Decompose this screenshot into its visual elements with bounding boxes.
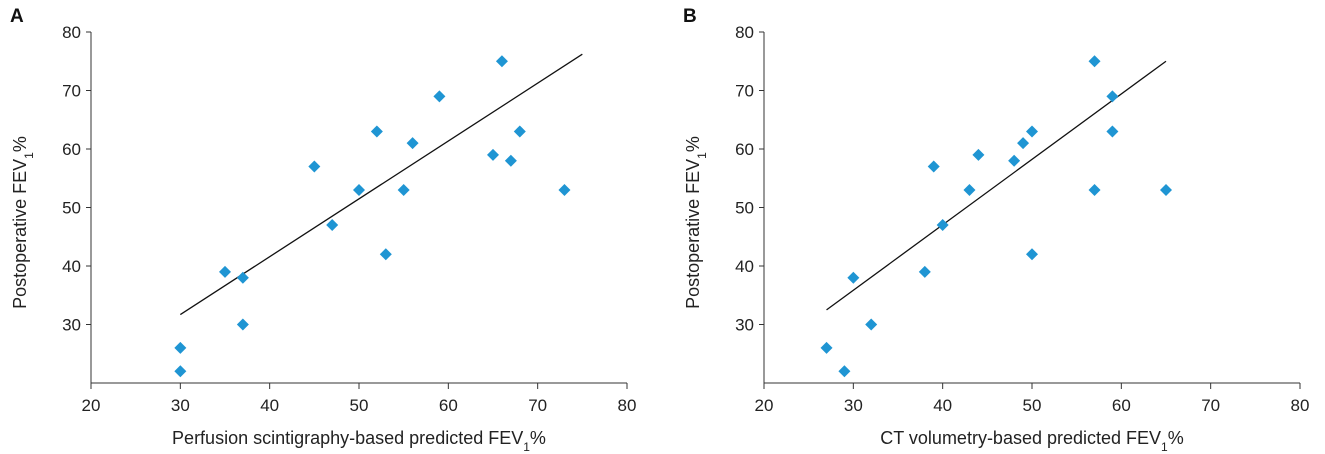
y-axis-label-suffix: % (683, 136, 703, 152)
x-tick-label: 20 (82, 396, 101, 415)
data-point-marker (972, 148, 985, 161)
x-tick-label: 30 (171, 396, 190, 415)
trend-line (826, 60, 1167, 311)
x-tick-label: 50 (350, 396, 369, 415)
y-tick-label: 80 (62, 23, 81, 42)
x-tick-label: 20 (755, 396, 774, 415)
y-axis-label: Postoperative FEV1% (10, 136, 36, 309)
data-point-marker (174, 365, 187, 378)
data-point-marker (495, 55, 508, 68)
data-point-marker (1106, 125, 1119, 138)
data-point-marker (308, 160, 321, 173)
x-tick-label: 70 (1201, 396, 1220, 415)
data-point-marker (918, 265, 931, 278)
x-tick-label: 60 (1112, 396, 1131, 415)
data-point-marker (487, 148, 499, 161)
panel-label: B (683, 6, 697, 27)
data-point-marker (1026, 248, 1038, 261)
data-point-marker (353, 183, 365, 196)
y-tick-label: 30 (62, 316, 81, 335)
x-axis-label-suffix: % (1168, 428, 1184, 448)
data-point-marker (326, 219, 339, 232)
data-point-marker (1008, 154, 1021, 167)
y-axis-label-main: Postoperative FEV (683, 159, 703, 309)
trend-line (179, 53, 583, 316)
data-point-marker (838, 365, 851, 378)
y-tick-label: 80 (735, 23, 754, 42)
x-tick-label: 60 (439, 396, 458, 415)
data-point-marker (963, 183, 976, 196)
x-tick-label: 40 (933, 396, 952, 415)
data-point-marker (847, 271, 860, 284)
data-point-marker (1106, 90, 1119, 103)
data-point-marker (397, 183, 410, 196)
y-tick-label: 60 (62, 140, 81, 159)
panel-label: A (10, 6, 24, 27)
data-point-marker (865, 318, 878, 331)
x-axis-label-subscript: 1 (523, 440, 530, 454)
x-axis-label-main: Perfusion scintigraphy-based predicted F… (172, 428, 523, 448)
data-point-marker (820, 341, 833, 354)
data-point-marker (174, 341, 187, 354)
y-tick-label: 40 (735, 257, 754, 276)
data-point-marker (927, 160, 940, 173)
data-point-marker (1088, 183, 1101, 196)
panel-a: A 30 40 50 60 70 80 20 30 40 50 60 70 80 Perfusion sci… (10, 6, 636, 454)
data-point-marker (406, 137, 419, 150)
y-tick-label: 70 (735, 82, 754, 101)
y-axis-label-subscript: 1 (695, 152, 709, 159)
x-tick-label: 40 (260, 396, 279, 415)
y-axis-label-subscript: 1 (22, 152, 36, 159)
data-point-marker (1017, 137, 1030, 150)
x-axis-label: Perfusion scintigraphy-based predicted F… (172, 428, 546, 454)
data-point-marker (219, 265, 231, 278)
data-point-marker (1026, 125, 1038, 138)
y-tick-label: 60 (735, 140, 754, 159)
x-axis-label-main: CT volumetry-based predicted FEV (880, 428, 1161, 448)
x-axis-label: CT volumetry-based predicted FEV1% (880, 428, 1184, 454)
y-axis-label-main: Postoperative FEV (10, 159, 30, 309)
data-point-marker (936, 219, 949, 232)
data-point-marker (370, 125, 383, 138)
x-axis-label-suffix: % (530, 428, 546, 448)
y-tick-label: 50 (735, 199, 754, 218)
y-tick-label: 70 (62, 82, 81, 101)
x-tick-label: 30 (844, 396, 863, 415)
y-tick-label: 50 (62, 199, 81, 218)
data-point-marker (433, 90, 446, 103)
data-point-marker (513, 125, 526, 138)
y-tick-label: 30 (735, 316, 754, 335)
data-point-marker (236, 318, 249, 331)
data-point-marker (558, 183, 571, 196)
data-point-marker (1160, 183, 1172, 196)
x-axis-label-subscript: 1 (1161, 440, 1168, 454)
data-point-marker (379, 248, 392, 261)
data-point-marker (236, 271, 249, 284)
x-tick-label: 50 (1023, 396, 1042, 415)
y-axis-label-suffix: % (10, 136, 30, 152)
x-tick-label: 70 (528, 396, 547, 415)
data-point-marker (1088, 55, 1101, 68)
x-tick-label: 80 (1291, 396, 1310, 415)
panel-b: B 30 40 50 60 70 80 20 30 40 50 60 70 80 CT volumetry-… (683, 6, 1309, 454)
y-axis-label: Postoperative FEV1% (683, 136, 709, 309)
data-point-marker (504, 154, 517, 167)
y-tick-label: 40 (62, 257, 81, 276)
x-tick-label: 80 (618, 396, 637, 415)
